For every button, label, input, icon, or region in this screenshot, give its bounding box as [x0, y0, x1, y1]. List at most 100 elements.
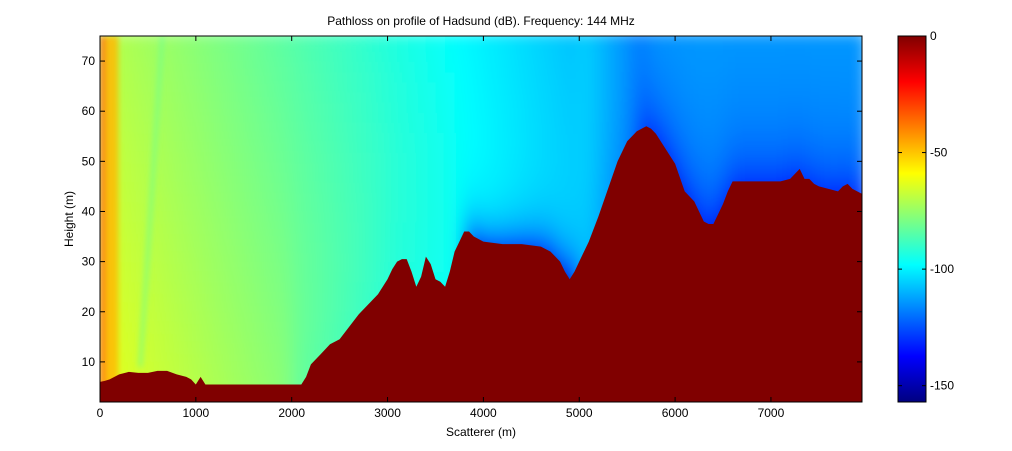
heat-cell — [128, 181, 140, 193]
heat-cell — [770, 171, 782, 183]
heat-cell — [157, 191, 169, 203]
heat-cell — [167, 221, 178, 233]
heat-cell — [243, 311, 255, 323]
heat-cell — [176, 221, 188, 233]
heat-cell — [310, 41, 322, 52]
heat-cell — [521, 51, 533, 62]
heat-cell — [310, 211, 322, 223]
heat-cell — [665, 141, 677, 153]
heat-cell — [425, 161, 437, 173]
heat-cell — [761, 141, 772, 153]
heat-cell — [646, 41, 657, 52]
heat-cell — [368, 71, 379, 83]
heat-cell — [157, 221, 169, 233]
heat-cell — [435, 151, 447, 163]
heat-cell — [435, 41, 447, 52]
heat-cell — [186, 231, 197, 243]
heat-cell — [742, 171, 753, 183]
heat-cell — [147, 261, 159, 273]
heat-cell — [579, 241, 590, 253]
heat-cell — [195, 121, 207, 133]
heat-cell — [387, 61, 399, 73]
heat-cell — [215, 361, 226, 373]
heat-cell — [627, 61, 638, 73]
heat-cell — [435, 271, 447, 283]
heat-cell — [646, 71, 657, 83]
heat-cell — [157, 171, 169, 183]
heat-cell — [330, 251, 341, 263]
heat-cell — [454, 51, 466, 62]
heat-cell — [330, 71, 341, 83]
heat-cell — [138, 181, 149, 193]
heat-cell — [224, 91, 236, 103]
heat-cell — [243, 291, 255, 303]
heat-cell — [598, 36, 609, 42]
heat-cell — [627, 81, 638, 93]
heat-cell — [205, 121, 216, 133]
x-tick-label: 2000 — [278, 406, 305, 420]
heat-cell — [339, 151, 351, 163]
heat-cell — [387, 36, 399, 42]
heat-cell — [224, 281, 236, 293]
heat-cell — [138, 211, 149, 223]
heat-cell — [157, 321, 169, 333]
heat-cell — [253, 91, 264, 103]
heat-cell — [205, 341, 216, 353]
heat-cell — [310, 311, 322, 323]
heat-cell — [579, 171, 590, 183]
heat-cell — [770, 131, 782, 143]
heat-cell — [521, 131, 533, 143]
heat-cell — [464, 141, 475, 153]
heat-cell — [579, 201, 590, 213]
heat-cell — [828, 161, 840, 173]
heat-cell — [723, 181, 734, 193]
chart-title: Pathloss on profile of Hadsund (dB). Fre… — [327, 14, 635, 28]
heat-cell — [253, 61, 264, 73]
heat-cell — [732, 131, 744, 143]
heat-cell — [339, 191, 351, 203]
heat-cell — [291, 211, 303, 223]
heat-cell — [560, 121, 571, 133]
heat-cell — [195, 341, 207, 353]
heat-cell — [176, 161, 188, 173]
heat-cell — [694, 91, 705, 103]
heat-cell — [349, 271, 360, 283]
heat-cell — [761, 101, 772, 113]
heat-cell — [167, 171, 178, 183]
heat-cell — [157, 361, 169, 373]
heat-cell — [425, 241, 437, 253]
heat-cell — [224, 231, 236, 243]
heat-cell — [531, 141, 542, 153]
heat-cell — [368, 211, 379, 223]
heat-cell — [751, 171, 763, 183]
heat-cell — [320, 261, 332, 273]
heat-cell — [147, 41, 159, 52]
heat-cell — [540, 191, 552, 203]
heat-cell — [588, 131, 600, 143]
heat-cell — [790, 151, 801, 163]
heat-cell — [416, 181, 427, 193]
heat-cell — [723, 151, 734, 163]
heat-cell — [521, 151, 533, 163]
heat-cell — [579, 41, 590, 52]
heat-cell — [780, 141, 792, 153]
heat-cell — [761, 51, 772, 62]
heat-cell — [809, 131, 820, 143]
heat-cell — [368, 61, 379, 73]
heat-cell — [330, 111, 341, 123]
heat-cell — [291, 261, 303, 273]
heat-cell — [301, 36, 312, 42]
heat-cell — [195, 231, 207, 243]
heat-cell — [330, 131, 341, 143]
heat-cell — [157, 261, 169, 273]
heat-cell — [416, 231, 427, 243]
heat-cell — [349, 301, 360, 313]
heat-cell — [301, 291, 312, 303]
heat-cell — [186, 41, 197, 52]
heat-cell — [684, 191, 696, 203]
heat-cell — [579, 101, 590, 113]
heat-cell — [138, 191, 149, 203]
heat-cell — [195, 241, 207, 253]
heat-cell — [205, 221, 216, 233]
heat-cell — [128, 111, 140, 123]
